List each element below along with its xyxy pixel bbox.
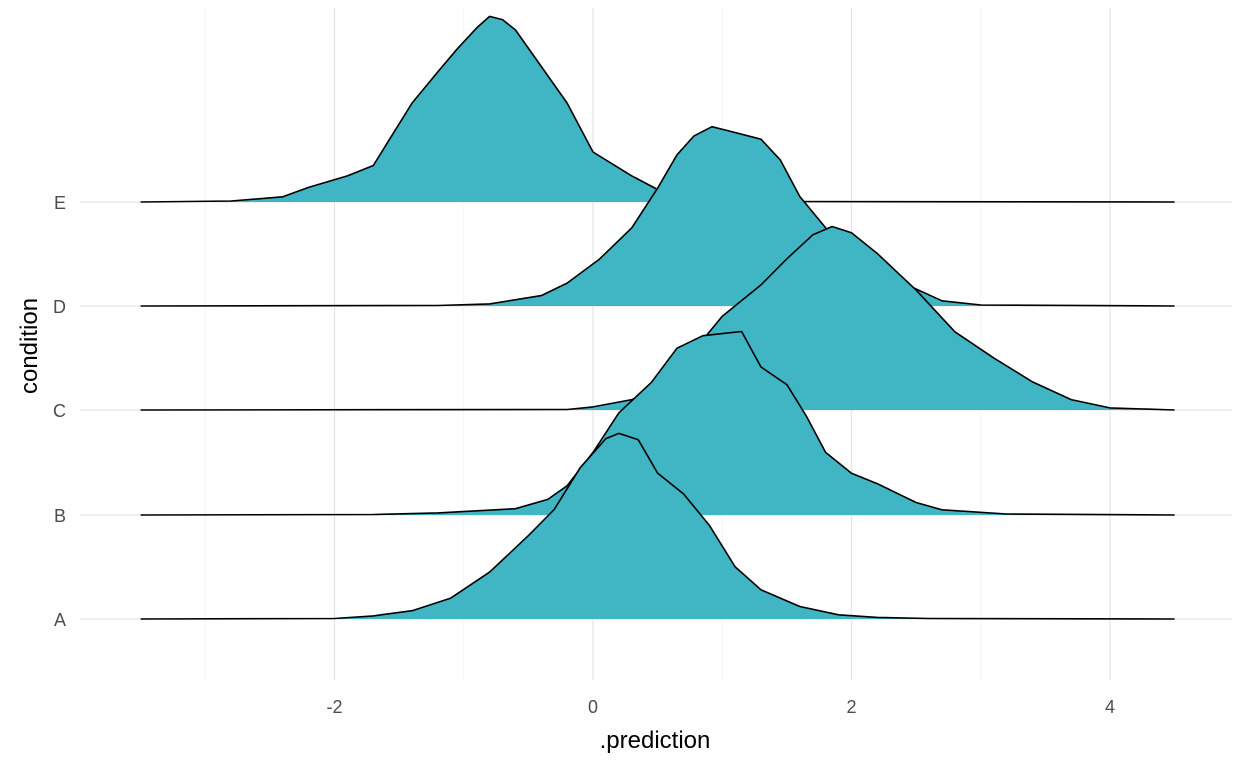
ridge-area-e xyxy=(140,16,1175,203)
x-tick-label: 4 xyxy=(1105,697,1115,717)
ridges xyxy=(140,15,1175,620)
ridge-e xyxy=(140,15,1175,203)
y-tick-label-e: E xyxy=(54,193,66,213)
ridge-area-d xyxy=(140,126,1175,306)
y-tick-label-b: B xyxy=(54,506,66,526)
y-tick-label-c: C xyxy=(53,401,66,421)
x-tick-label: 2 xyxy=(846,697,856,717)
ridge-outline-b xyxy=(140,330,1175,516)
ridge-outline-e xyxy=(140,15,1175,203)
x-tick-label: -2 xyxy=(326,697,342,717)
ridge-area-c xyxy=(140,226,1175,410)
ridge-a xyxy=(140,432,1175,620)
x-tick-label: 0 xyxy=(588,697,598,717)
ridge-outline-a xyxy=(140,432,1175,620)
ridge-area-b xyxy=(140,331,1175,515)
y-axis-title: condition xyxy=(16,298,43,394)
y-axis-ticks: A B C D E xyxy=(53,193,66,630)
y-tick-label-a: A xyxy=(54,610,66,630)
x-axis-title: .prediction xyxy=(600,727,711,754)
x-axis-ticks: -2 0 2 4 xyxy=(326,697,1115,717)
y-tick-label-d: D xyxy=(53,297,66,317)
ridge-d xyxy=(140,125,1175,307)
ridge-area-a xyxy=(140,433,1175,619)
ridge-b xyxy=(140,330,1175,516)
